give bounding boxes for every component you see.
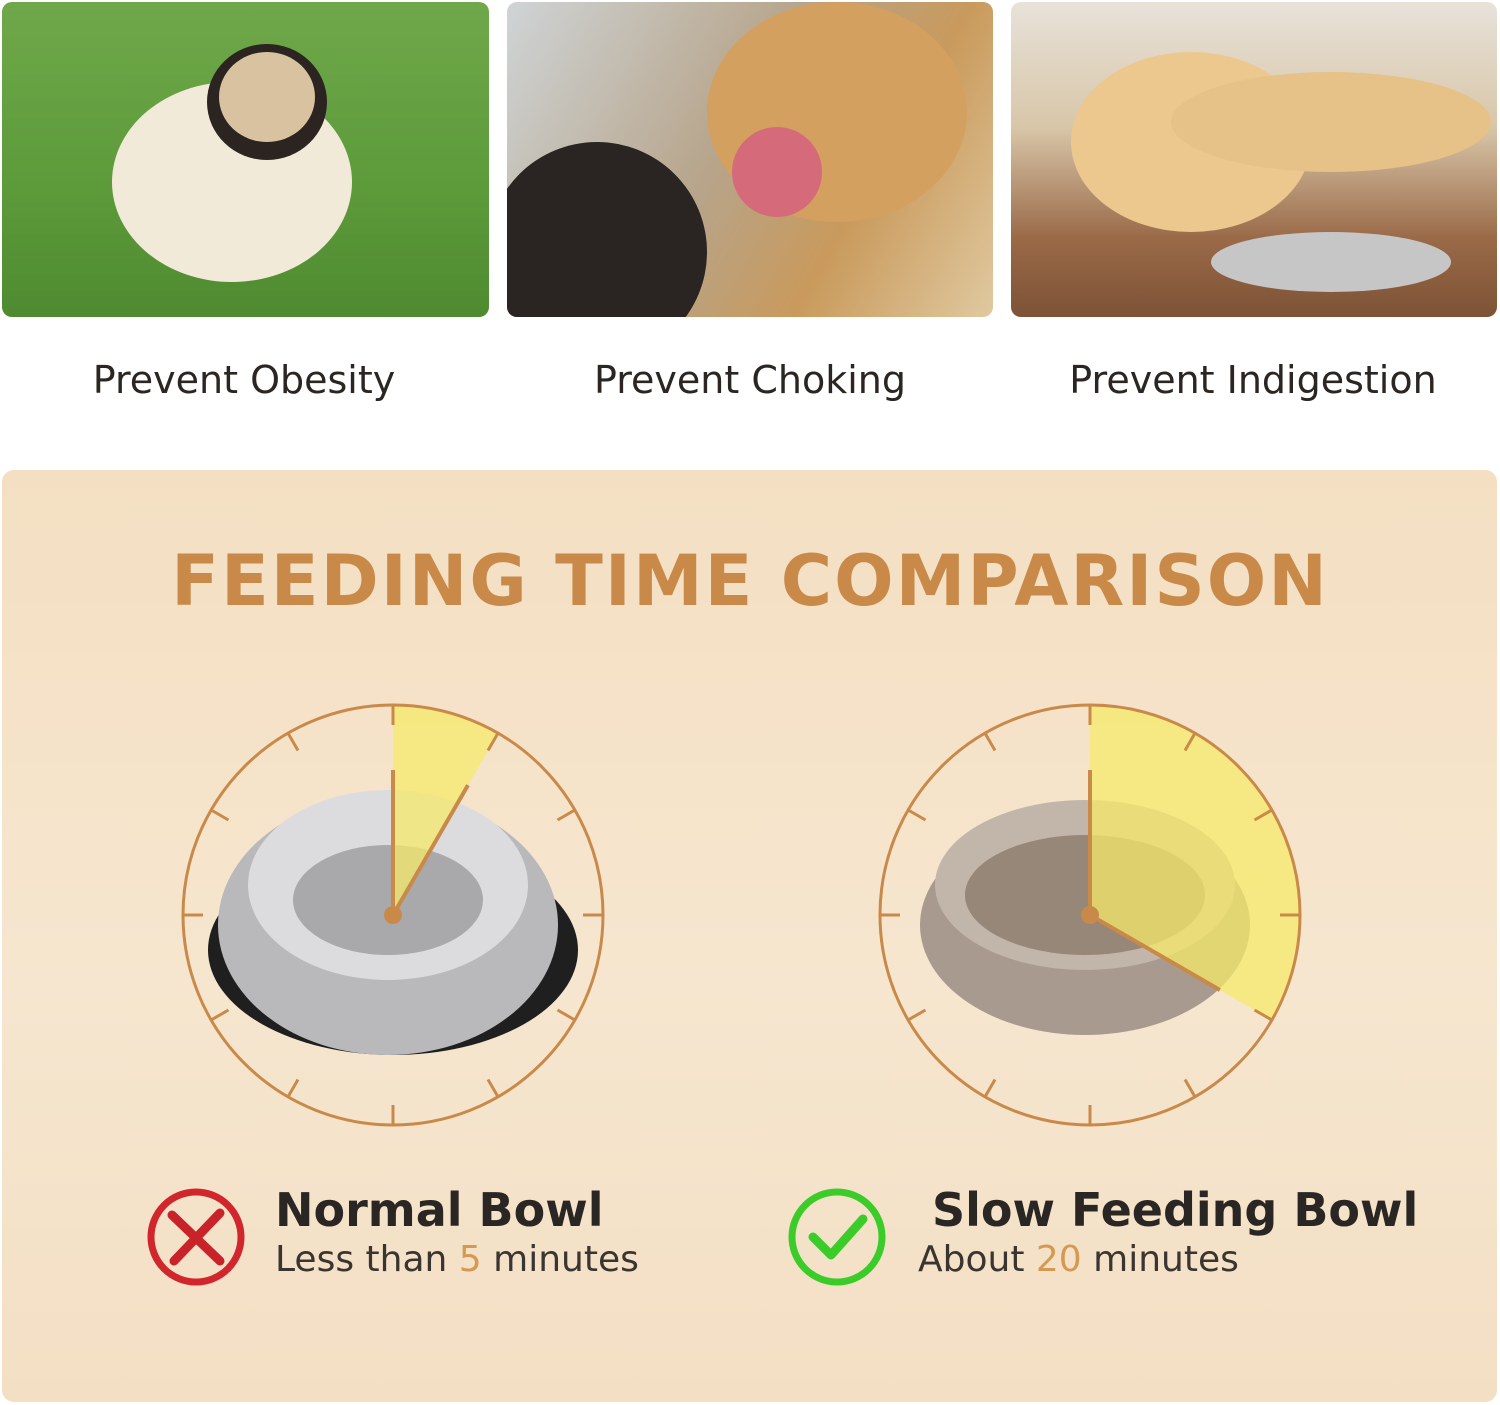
- time-number: 20: [1035, 1239, 1082, 1280]
- clock-tick: [1183, 732, 1197, 752]
- clock-tick: [1253, 808, 1273, 822]
- comparison-title: FEEDING TIME COMPARISON: [171, 540, 1329, 622]
- benefit-label: Prevent Indigestion: [1069, 358, 1437, 402]
- clock-tick: [210, 1008, 230, 1022]
- clock-tick: [556, 808, 576, 822]
- clock-tick: [907, 1008, 927, 1022]
- clock-center: [384, 906, 402, 924]
- time-prefix: About: [918, 1239, 1025, 1280]
- clock-tick: [486, 1078, 500, 1098]
- clock-tick: [907, 808, 927, 822]
- normal-bowl-time: Less than 5 minutes: [275, 1239, 639, 1280]
- normal-bowl-clock: [178, 700, 608, 1130]
- clock-tick: [556, 1008, 576, 1022]
- slow-bowl-name: Slow Feeding Bowl: [932, 1183, 1419, 1237]
- slow-bowl-time: About 20 minutes: [918, 1239, 1418, 1280]
- clock-center: [1081, 906, 1099, 924]
- clock-tick: [1183, 1078, 1197, 1098]
- clock-tick: [286, 732, 300, 752]
- benefit-label: Prevent Obesity: [92, 358, 396, 402]
- clock-tick: [286, 1078, 300, 1098]
- clock-tick: [983, 1078, 997, 1098]
- photo-pug: [2, 2, 489, 317]
- clock-tick: [983, 732, 997, 752]
- photo-golden-retriever: [507, 2, 993, 317]
- elapsed-time-sector: [1090, 705, 1300, 1020]
- normal-bowl-label: Normal Bowl Less than 5 minutes: [275, 1183, 639, 1280]
- time-unit: minutes: [493, 1239, 639, 1280]
- time-number: 5: [458, 1239, 482, 1280]
- clock-end-hand: [1088, 913, 1221, 992]
- slow-bowl-label: Slow Feeding Bowl About 20 minutes: [918, 1183, 1418, 1280]
- clock-tick: [210, 808, 230, 822]
- red-x-icon: [144, 1185, 248, 1289]
- green-check-icon: [785, 1185, 889, 1289]
- clock-tick: [486, 732, 500, 752]
- time-prefix: Less than: [275, 1239, 448, 1280]
- elapsed-time-sector: [393, 705, 498, 915]
- clock-tick: [1253, 1008, 1273, 1022]
- time-unit: minutes: [1093, 1239, 1239, 1280]
- benefit-label: Prevent Choking: [594, 358, 906, 402]
- slow-bowl-clock: [875, 700, 1305, 1130]
- photo-labrador: [1011, 2, 1497, 317]
- clock-end-hand: [391, 784, 470, 917]
- normal-bowl-name: Normal Bowl: [275, 1183, 604, 1237]
